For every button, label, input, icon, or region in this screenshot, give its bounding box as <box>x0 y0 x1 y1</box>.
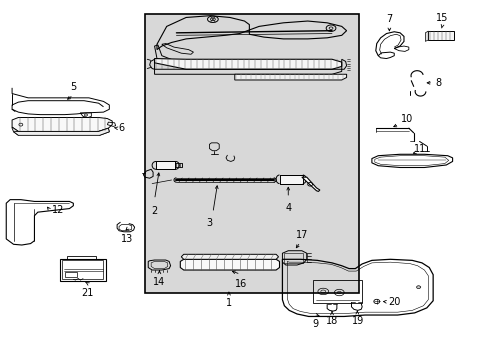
Polygon shape <box>425 31 427 41</box>
Bar <box>427 31 453 40</box>
Polygon shape <box>181 254 278 259</box>
Bar <box>175 163 182 167</box>
Text: 5: 5 <box>70 82 76 93</box>
Text: 9: 9 <box>311 319 317 329</box>
Text: 12: 12 <box>51 205 64 215</box>
Bar <box>67 256 96 259</box>
Polygon shape <box>14 128 109 135</box>
Text: 4: 4 <box>285 203 291 213</box>
Bar <box>279 175 302 184</box>
Text: 6: 6 <box>118 123 124 133</box>
Text: 19: 19 <box>351 316 363 327</box>
Bar <box>144 14 358 293</box>
Bar <box>312 280 362 303</box>
Polygon shape <box>12 117 112 131</box>
Text: 13: 13 <box>121 234 133 244</box>
Text: 16: 16 <box>234 279 246 289</box>
Polygon shape <box>12 127 19 135</box>
Polygon shape <box>180 259 279 270</box>
Text: 20: 20 <box>387 297 400 307</box>
Text: 21: 21 <box>81 288 94 298</box>
Text: 1: 1 <box>225 298 231 308</box>
Text: 3: 3 <box>206 218 212 228</box>
Bar <box>60 258 106 281</box>
Bar <box>284 253 302 263</box>
Text: 8: 8 <box>434 78 440 88</box>
Text: 11: 11 <box>413 144 426 154</box>
Bar <box>64 272 77 277</box>
Text: 10: 10 <box>401 113 413 123</box>
Text: 2: 2 <box>151 206 157 216</box>
Bar <box>156 161 175 169</box>
Polygon shape <box>154 59 341 69</box>
Polygon shape <box>301 177 319 192</box>
Text: 15: 15 <box>435 13 447 23</box>
Bar <box>62 260 103 279</box>
Text: 17: 17 <box>295 230 307 240</box>
Text: 18: 18 <box>325 316 338 327</box>
Text: 7: 7 <box>386 14 392 23</box>
Polygon shape <box>234 74 346 80</box>
Text: 14: 14 <box>153 277 165 287</box>
